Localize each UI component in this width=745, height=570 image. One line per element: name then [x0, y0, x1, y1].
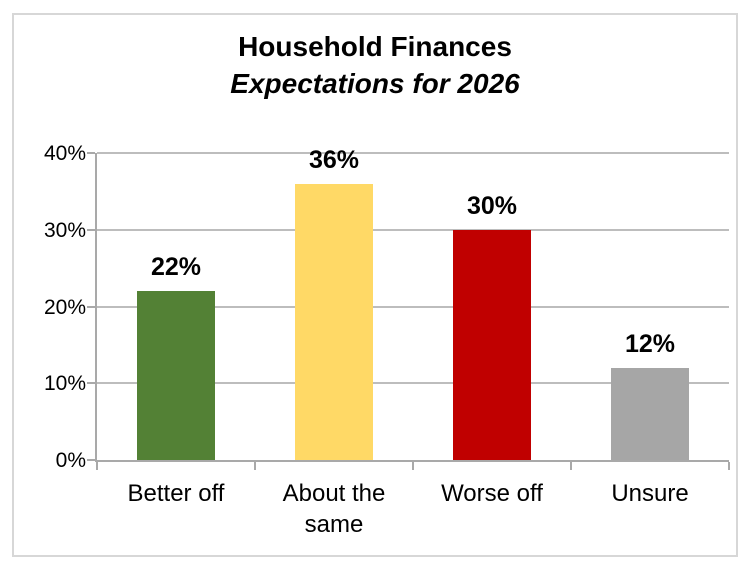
- x-category-label: About the same: [255, 478, 413, 540]
- plot-area: 0% 10% 20% 30% 40% 22% Better off 36% About the s…: [44, 143, 730, 538]
- bar-value-label: 12%: [624, 329, 676, 358]
- bar-worse-off: [453, 229, 531, 460]
- x-category-label-line: About the: [282, 480, 386, 507]
- chart-title-block: Household Finances Expectations for 2026: [14, 29, 736, 103]
- bar-value-label: 22%: [150, 253, 202, 282]
- y-tick-label: 10%: [43, 372, 86, 396]
- x-axis-line: [95, 460, 729, 462]
- chart-subtitle: Expectations for 2026: [230, 68, 520, 99]
- bar-about-the-same: [295, 183, 373, 460]
- x-category-label: Better off: [97, 478, 255, 509]
- gridline: [97, 228, 729, 231]
- y-tick-mark: [87, 459, 95, 461]
- x-tick-mark: [412, 462, 414, 470]
- y-tick-label: 40%: [43, 142, 86, 165]
- bar-better-off: [137, 291, 215, 460]
- x-category-label: Worse off: [413, 478, 571, 509]
- y-tick-mark: [87, 152, 95, 154]
- y-tick-mark: [87, 228, 95, 231]
- y-axis-line: [95, 153, 97, 460]
- gridline: [97, 305, 729, 308]
- y-tick-mark: [87, 305, 95, 308]
- x-tick-mark: [728, 462, 730, 470]
- bar-unsure: [611, 367, 689, 460]
- y-tick-label: 0%: [55, 449, 86, 472]
- y-tick-label: 20%: [43, 295, 86, 319]
- x-tick-mark: [254, 462, 256, 470]
- chart-container: Household Finances Expectations for 2026…: [12, 13, 738, 557]
- bar-value-label: 36%: [308, 145, 360, 174]
- bar-value-label: 30%: [466, 191, 518, 220]
- y-tick-mark: [87, 382, 95, 385]
- chart-title: Household Finances: [238, 31, 512, 62]
- gridline: [97, 382, 729, 385]
- x-category-label-line: same: [304, 511, 364, 538]
- x-category-label-line: Unsure: [611, 480, 689, 507]
- gridline: [97, 152, 729, 154]
- x-category-label-line: Better off: [127, 480, 225, 507]
- x-tick-mark: [96, 462, 98, 470]
- x-tick-mark: [570, 462, 572, 470]
- y-tick-label: 30%: [43, 218, 86, 242]
- x-category-label: Unsure: [571, 478, 729, 509]
- x-category-label-line: Worse off: [441, 480, 543, 507]
